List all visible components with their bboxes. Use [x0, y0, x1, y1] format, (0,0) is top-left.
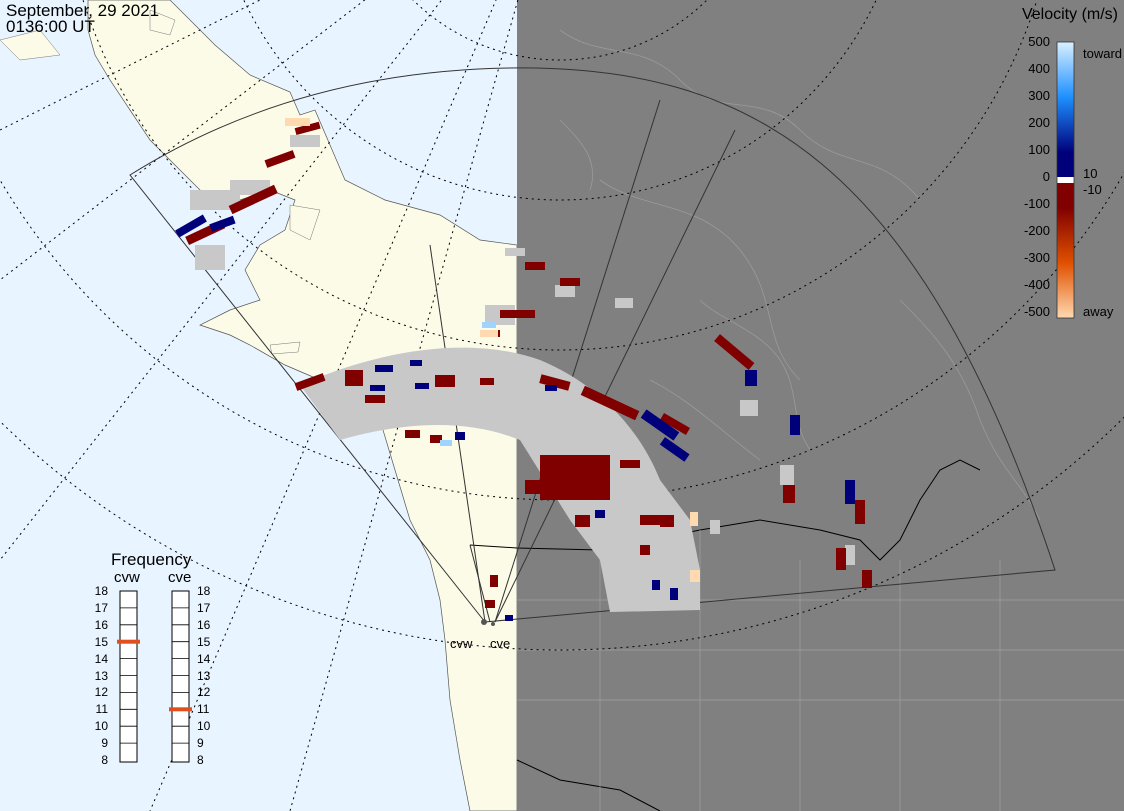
velocity-tick: 0: [1042, 169, 1050, 184]
frequency-level-label: 11: [197, 702, 210, 717]
island: [269, 341, 301, 355]
velocity-scale-title: Velocity (m/s): [1021, 6, 1118, 23]
radar-site-label-cve: cve: [490, 636, 511, 651]
frequency-level-label: 12: [94, 685, 108, 700]
velocity-small-negative-label: -10: [1083, 182, 1102, 197]
velocity-tick: 300: [1028, 88, 1050, 103]
frequency-column-box: [119, 590, 138, 763]
frequency-level-label: 17: [197, 600, 211, 615]
frequency-level-label: 14: [197, 651, 211, 666]
frequency-level-label: 10: [94, 719, 108, 734]
frequency-level-label: 9: [101, 736, 108, 751]
frequency-column-cvw: [117, 590, 140, 763]
frequency-level-label: 9: [197, 736, 204, 751]
frequency-level-label: 12: [197, 685, 211, 700]
frequency-level-label: 8: [197, 753, 204, 767]
frequency-level-label: 15: [94, 634, 108, 649]
velocity-toward-label: toward: [1083, 46, 1123, 61]
velocity-toward-high-cells: [440, 322, 496, 446]
velocity-away-label: away: [1083, 304, 1114, 319]
frequency-level-label: 18: [94, 584, 108, 598]
frequency-selected-marker: [169, 707, 192, 712]
frequency-radar-label-cvw: cvw: [114, 569, 140, 586]
frequency-level-label: 10: [197, 719, 211, 734]
velocity-tick: -300: [1023, 250, 1050, 265]
frequency-level-label: 8: [101, 753, 108, 767]
velocity-tick: -400: [1023, 277, 1050, 292]
velocity-toward-cells: [175, 214, 855, 621]
radar-site-cvw-marker: [481, 619, 487, 625]
frequency-columns: [117, 590, 192, 763]
frequency-column-box: [171, 590, 190, 763]
frequency-radar-label-cve: cve: [168, 569, 192, 586]
velocity-tick: -200: [1023, 223, 1050, 238]
velocity-tick: -100: [1023, 196, 1050, 211]
velocity-away-cells: [185, 121, 872, 608]
frequency-level-label: 14: [94, 651, 108, 666]
velocity-tick: -500: [1023, 304, 1050, 319]
frequency-level-label: 18: [197, 584, 211, 598]
date-label: September, 29 2021: [6, 1, 160, 20]
frequency-selected-marker: [117, 639, 140, 644]
radar-site-label-cvw: cvw: [450, 636, 473, 651]
frequency-column-cve: [169, 590, 192, 763]
frequency-level-label: 16: [197, 617, 211, 632]
ground-scatter: [190, 135, 855, 612]
radar-fov-outline: [129, 67, 1056, 623]
velocity-tick: 400: [1028, 61, 1050, 76]
velocity-tick: 100: [1028, 142, 1050, 157]
velocity-tick: 200: [1028, 115, 1050, 130]
frequency-level-label: 16: [94, 617, 108, 632]
radar-site-cve-marker: [491, 622, 495, 626]
island: [289, 204, 321, 241]
frequency-level-label: 13: [197, 668, 211, 683]
island: [149, 9, 176, 36]
frequency-title: Frequency: [111, 550, 192, 569]
velocity-color-bar: [1056, 41, 1075, 319]
island: [0, 29, 61, 61]
velocity-small-positive-label: 10: [1083, 166, 1098, 181]
velocity-away-high-cells: [285, 118, 700, 582]
frequency-level-label: 15: [197, 634, 211, 649]
frequency-level-label: 17: [94, 600, 108, 615]
frequency-level-label: 13: [94, 668, 108, 683]
velocity-tick: 500: [1028, 34, 1050, 49]
frequency-level-label: 11: [95, 702, 108, 717]
time-label: 0136:00 UT: [6, 17, 95, 36]
